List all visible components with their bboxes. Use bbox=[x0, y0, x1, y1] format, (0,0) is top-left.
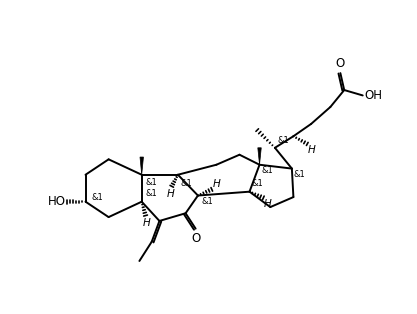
Text: &1: &1 bbox=[277, 136, 289, 144]
Text: HO: HO bbox=[48, 195, 65, 208]
Text: OH: OH bbox=[364, 89, 382, 102]
Text: H: H bbox=[264, 199, 272, 209]
Text: O: O bbox=[336, 57, 345, 70]
Text: &1: &1 bbox=[146, 189, 157, 198]
Text: &1: &1 bbox=[262, 166, 274, 176]
Text: &1: &1 bbox=[202, 197, 214, 206]
Polygon shape bbox=[140, 157, 143, 175]
Text: &1: &1 bbox=[294, 170, 305, 179]
Text: H: H bbox=[143, 218, 150, 228]
Text: &1: &1 bbox=[92, 193, 103, 202]
Text: &1: &1 bbox=[180, 180, 192, 188]
Text: &1: &1 bbox=[251, 180, 263, 188]
Text: &1: &1 bbox=[146, 178, 157, 187]
Text: H: H bbox=[213, 179, 220, 189]
Text: O: O bbox=[192, 232, 201, 246]
Text: H: H bbox=[308, 145, 316, 155]
Text: H: H bbox=[167, 189, 175, 198]
Polygon shape bbox=[258, 148, 261, 165]
